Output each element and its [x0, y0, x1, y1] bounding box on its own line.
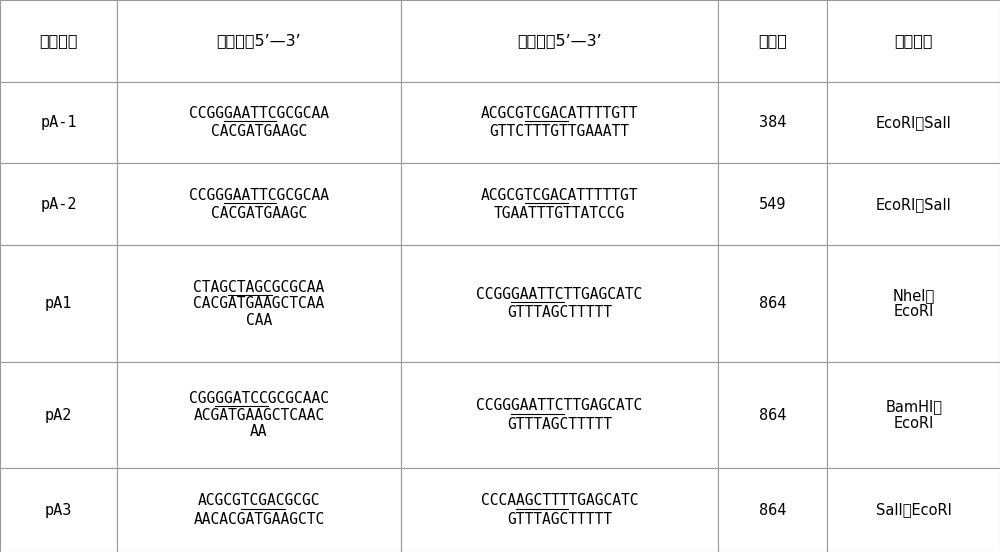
- Bar: [718, 163, 827, 245]
- Bar: [718, 245, 827, 362]
- Text: CCGGGAATTCGCGCAA: CCGGGAATTCGCGCAA: [189, 188, 329, 203]
- Text: pA2: pA2: [45, 407, 72, 423]
- Text: 碱基数: 碱基数: [758, 33, 787, 49]
- Bar: [0, 362, 117, 468]
- Text: ACGCGTCGACATTTTGTT: ACGCGTCGACATTTTGTT: [481, 106, 638, 121]
- Bar: [718, 82, 827, 163]
- Bar: [401, 0, 718, 82]
- Text: GTTTAGCTTTTT: GTTTAGCTTTTT: [507, 305, 612, 320]
- Bar: [117, 82, 401, 163]
- Bar: [117, 0, 401, 82]
- Text: 基因片段: 基因片段: [39, 33, 78, 49]
- Text: CACGATGAAGC: CACGATGAAGC: [211, 206, 307, 221]
- Text: EcoRI、SalI: EcoRI、SalI: [876, 197, 952, 212]
- Bar: [0, 245, 117, 362]
- Text: CAA: CAA: [246, 312, 272, 328]
- Bar: [401, 468, 718, 552]
- Text: 上游引物5’—3’: 上游引物5’—3’: [217, 33, 301, 49]
- Bar: [117, 468, 401, 552]
- Text: ACGATGAAGCTCAAC: ACGATGAAGCTCAAC: [193, 407, 325, 423]
- Text: 下游引物5’—3’: 下游引物5’—3’: [517, 33, 602, 49]
- Bar: [827, 245, 1000, 362]
- Bar: [718, 362, 827, 468]
- Text: AA: AA: [250, 424, 268, 439]
- Text: ACGCGTCGACATTTTTGT: ACGCGTCGACATTTTTGT: [481, 188, 638, 203]
- Bar: [827, 362, 1000, 468]
- Text: NheI、: NheI、: [893, 288, 935, 303]
- Text: TGAATTTGTTATCCG: TGAATTTGTTATCCG: [494, 206, 625, 221]
- Bar: [401, 82, 718, 163]
- Bar: [827, 0, 1000, 82]
- Text: 酶切位点: 酶切位点: [894, 33, 933, 49]
- Text: ACGCGTCGACGCGC: ACGCGTCGACGCGC: [198, 493, 320, 508]
- Text: AACACGATGAAGCTC: AACACGATGAAGCTC: [193, 512, 325, 527]
- Bar: [401, 163, 718, 245]
- Text: CACGATGAAGC: CACGATGAAGC: [211, 124, 307, 139]
- Text: 549: 549: [759, 197, 787, 212]
- Bar: [718, 0, 827, 82]
- Text: SalI、EcoRI: SalI、EcoRI: [876, 502, 952, 518]
- Text: EcoRI: EcoRI: [894, 416, 934, 431]
- Text: pA3: pA3: [45, 502, 72, 518]
- Bar: [827, 82, 1000, 163]
- Bar: [117, 362, 401, 468]
- Text: 384: 384: [759, 115, 787, 130]
- Text: GTTCTTTGTTGAAATT: GTTCTTTGTTGAAATT: [490, 124, 630, 139]
- Text: GTTTAGCTTTTT: GTTTAGCTTTTT: [507, 512, 612, 527]
- Text: CCGGGAATTCTTGAGCATC: CCGGGAATTCTTGAGCATC: [476, 287, 643, 302]
- Bar: [401, 245, 718, 362]
- Text: pA1: pA1: [45, 296, 72, 311]
- Text: EcoRI、SalI: EcoRI、SalI: [876, 115, 952, 130]
- Bar: [0, 0, 117, 82]
- Text: CCCAAGCTTTTGAGCATC: CCCAAGCTTTTGAGCATC: [481, 493, 638, 508]
- Bar: [0, 163, 117, 245]
- Text: EcoRI: EcoRI: [894, 304, 934, 320]
- Bar: [117, 245, 401, 362]
- Bar: [0, 468, 117, 552]
- Text: pA-1: pA-1: [40, 115, 77, 130]
- Bar: [0, 82, 117, 163]
- Text: pA-2: pA-2: [40, 197, 77, 212]
- Text: 864: 864: [759, 296, 787, 311]
- Text: CCGGGAATTCTTGAGCATC: CCGGGAATTCTTGAGCATC: [476, 399, 643, 413]
- Text: 864: 864: [759, 407, 787, 423]
- Bar: [718, 468, 827, 552]
- Text: 864: 864: [759, 502, 787, 518]
- Bar: [827, 468, 1000, 552]
- Bar: [827, 163, 1000, 245]
- Text: GTTTAGCTTTTT: GTTTAGCTTTTT: [507, 417, 612, 432]
- Text: CGGGGATCCGCGCAAC: CGGGGATCCGCGCAAC: [189, 391, 329, 406]
- Text: BamHI、: BamHI、: [885, 399, 942, 415]
- Text: CTAGCTAGCGCGCAA: CTAGCTAGCGCGCAA: [193, 279, 325, 295]
- Bar: [117, 163, 401, 245]
- Text: CACGATGAAGCTCAA: CACGATGAAGCTCAA: [193, 296, 325, 311]
- Bar: [401, 362, 718, 468]
- Text: CCGGGAATTCGCGCAA: CCGGGAATTCGCGCAA: [189, 106, 329, 121]
